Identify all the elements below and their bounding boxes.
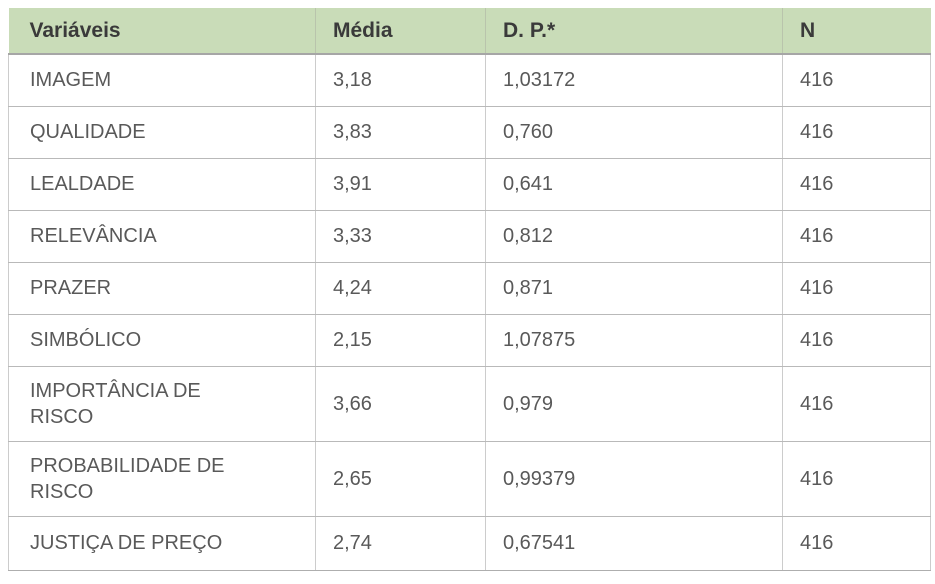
cell-dp: 0,760	[485, 105, 783, 159]
column-header-dp: D. P.*	[485, 8, 783, 55]
table-row-imagem: IMAGEM 3,18 1,03172 416	[8, 53, 931, 107]
column-header-n: N	[782, 8, 931, 55]
cell-media: 2,15	[315, 313, 486, 367]
cell-media: 3,66	[315, 365, 486, 442]
cell-media: 2,74	[315, 515, 486, 571]
cell-variavel: LEALDADE	[8, 157, 316, 211]
table-row-probabilidade-de-risco: PROBABILIDADE DE RISCO 2,65 0,99379 416	[8, 440, 931, 517]
table-row-qualidade: QUALIDADE 3,83 0,760 416	[8, 105, 931, 159]
cell-dp: 1,03172	[485, 53, 783, 107]
cell-n: 416	[782, 515, 931, 571]
cell-variavel: SIMBÓLICO	[8, 313, 316, 367]
table-row-simbolico: SIMBÓLICO 2,15 1,07875 416	[8, 313, 931, 367]
cell-n: 416	[782, 157, 931, 211]
cell-dp: 0,812	[485, 209, 783, 263]
cell-dp: 0,871	[485, 261, 783, 315]
cell-dp: 1,07875	[485, 313, 783, 367]
table-row-importancia-de-risco: IMPORTÂNCIA DE RISCO 3,66 0,979 416	[8, 365, 931, 442]
cell-media: 2,65	[315, 440, 486, 517]
column-header-variaveis: Variáveis	[8, 8, 316, 55]
cell-variavel: QUALIDADE	[8, 105, 316, 159]
cell-n: 416	[782, 209, 931, 263]
table-row-prazer: PRAZER 4,24 0,871 416	[8, 261, 931, 315]
cell-variavel: PROBABILIDADE DE RISCO	[8, 440, 316, 517]
statistics-table-container: Variáveis Média D. P.* N IMAGEM 3,18 1,0…	[8, 8, 931, 571]
cell-variavel: IMAGEM	[8, 53, 316, 107]
descriptive-statistics-table: Variáveis Média D. P.* N IMAGEM 3,18 1,0…	[8, 8, 931, 571]
cell-variavel: PRAZER	[8, 261, 316, 315]
cell-n: 416	[782, 440, 931, 517]
table-row-relevancia: RELEVÂNCIA 3,33 0,812 416	[8, 209, 931, 263]
cell-media: 3,91	[315, 157, 486, 211]
cell-n: 416	[782, 105, 931, 159]
cell-variavel: JUSTIÇA DE PREÇO	[8, 515, 316, 571]
cell-variavel: RELEVÂNCIA	[8, 209, 316, 263]
cell-dp: 0,67541	[485, 515, 783, 571]
cell-n: 416	[782, 53, 931, 107]
header-row: Variáveis Média D. P.* N	[8, 8, 931, 55]
table-row-lealdade: LEALDADE 3,91 0,641 416	[8, 157, 931, 211]
cell-n: 416	[782, 261, 931, 315]
column-header-media: Média	[315, 8, 486, 55]
cell-media: 3,18	[315, 53, 486, 107]
cell-media: 3,83	[315, 105, 486, 159]
cell-dp: 0,641	[485, 157, 783, 211]
table-row-justica-de-preco: JUSTIÇA DE PREÇO 2,74 0,67541 416	[8, 515, 931, 571]
cell-media: 3,33	[315, 209, 486, 263]
cell-dp: 0,99379	[485, 440, 783, 517]
cell-media: 4,24	[315, 261, 486, 315]
cell-variavel: IMPORTÂNCIA DE RISCO	[8, 365, 316, 442]
cell-n: 416	[782, 313, 931, 367]
cell-dp: 0,979	[485, 365, 783, 442]
cell-n: 416	[782, 365, 931, 442]
